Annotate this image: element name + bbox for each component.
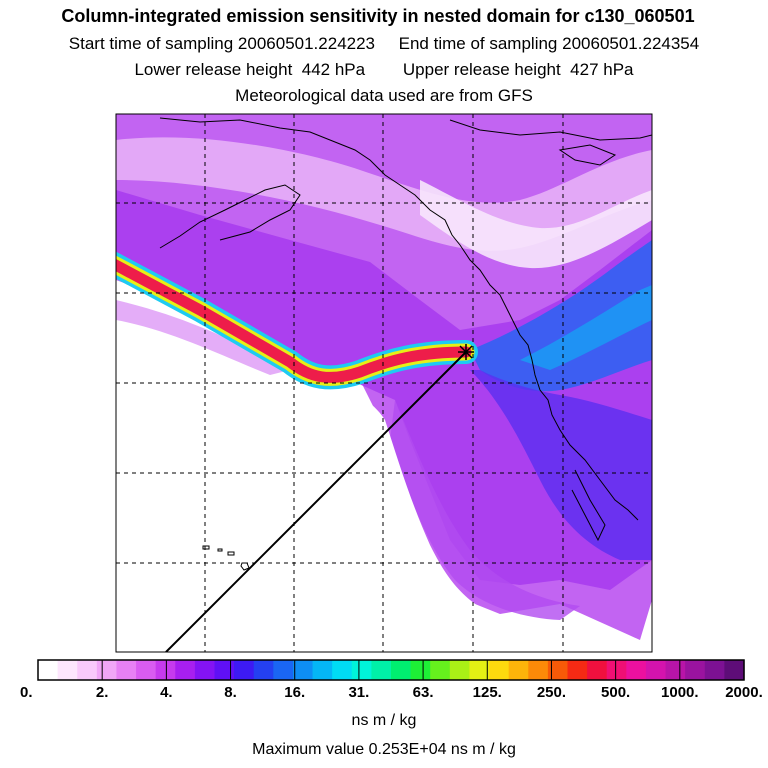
blue-streak xyxy=(470,240,652,392)
end-label: End time of sampling xyxy=(398,34,558,53)
colorbar-swatch xyxy=(292,660,314,680)
end-value: 20060501.224354 xyxy=(562,34,700,53)
colorbar-tick-label: 1000. xyxy=(661,684,699,701)
colorbar-tick-label: 4. xyxy=(160,684,173,701)
southern-lobe xyxy=(390,400,580,620)
chart-title: Column-integrated emission sensitivity i… xyxy=(61,6,695,26)
low-sensitivity-region xyxy=(116,372,652,652)
colorbar-swatch xyxy=(606,660,627,680)
colorbar-swatch xyxy=(116,660,137,680)
colorbar-swatch xyxy=(57,660,78,680)
colorbar-swatch xyxy=(332,660,353,680)
colorbar-swatch xyxy=(194,660,216,680)
colorbar-swatch xyxy=(469,660,490,680)
colorbar-unit: ns m / kg xyxy=(351,712,417,729)
hudson-coast xyxy=(558,144,617,166)
colorbar-swatch xyxy=(449,660,471,680)
plume-field xyxy=(116,114,652,652)
colorbar-tick-label: 250. xyxy=(536,684,567,701)
colorbar-swatch xyxy=(645,660,667,680)
sensitivity-field-mid xyxy=(116,190,652,590)
upper-value: 427 hPa xyxy=(570,60,634,79)
colorbar-swatch xyxy=(136,660,157,680)
colorbar-swatch xyxy=(665,660,686,680)
start-label: Start time of sampling xyxy=(68,34,234,53)
colorbar-tick-label: 2. xyxy=(95,684,109,701)
colorbar-swatch xyxy=(567,660,588,680)
colorbar-tick-label: 31. xyxy=(348,684,370,701)
colorbar-swatch xyxy=(528,660,549,680)
colorbar-swatch xyxy=(489,660,510,680)
colorbar-swatch xyxy=(96,660,118,680)
colorbar-swatch xyxy=(587,660,608,680)
map-frame xyxy=(115,113,653,653)
alaska-coast xyxy=(159,184,301,249)
met-data-note: Meteorological data used are from GFS xyxy=(235,86,533,105)
colorbar-swatch xyxy=(685,660,706,680)
colorbar-tick-label: 2000. xyxy=(725,684,763,701)
coastline xyxy=(159,117,639,521)
colorbar-swatch xyxy=(724,660,745,680)
colorbar-frame xyxy=(37,659,745,681)
colorbar-swatch xyxy=(253,660,274,680)
lower-value: 442 hPa xyxy=(301,60,366,79)
colorbar-swatch xyxy=(312,660,333,680)
colorbar-swatch xyxy=(626,660,647,680)
colorbar-swatch xyxy=(704,660,725,680)
colorbar-swatch xyxy=(38,660,59,680)
light-band-north xyxy=(116,137,652,251)
colorbar xyxy=(38,660,745,680)
colorbar-swatch xyxy=(234,660,255,680)
colorbar-swatch xyxy=(547,660,569,680)
start-value: 20060501.224223 xyxy=(237,34,376,53)
arctic-coast xyxy=(449,119,652,141)
sampling-time-line: Start time of sampling 20060501.224223 E… xyxy=(0,34,768,54)
colorbar-tick-label: 8. xyxy=(224,684,237,701)
colorbar-swatch xyxy=(391,660,412,680)
release-line xyxy=(165,351,467,652)
colorbar-swatch xyxy=(273,660,294,680)
colorbar-tick-label: 0. xyxy=(20,684,33,701)
cyan-streak xyxy=(520,285,652,370)
release-height-line: Lower release height 442 hPa Upper relea… xyxy=(0,60,768,80)
trajectory-core xyxy=(116,258,472,383)
colorbar-tick-label: 500. xyxy=(601,684,631,701)
max-value-label: Maximum value 0.253E+04 ns m / kg xyxy=(252,741,516,758)
lower-label: Lower release height xyxy=(134,60,293,79)
colorbar-swatch xyxy=(430,660,451,680)
white-band-north xyxy=(420,180,652,269)
colorbar-swatch xyxy=(410,660,431,680)
colorbar-swatch xyxy=(155,660,176,680)
blue-lobe-east xyxy=(470,370,652,560)
release-point-marker xyxy=(458,344,474,360)
colorbar-swatch xyxy=(77,660,98,680)
colorbar-tick-label: 63. xyxy=(412,684,434,701)
colorbar-swatch xyxy=(508,660,529,680)
colorbar-swatch xyxy=(175,660,196,680)
colorbar-tick-label: 16. xyxy=(284,684,306,701)
colorbar-swatch xyxy=(371,660,392,680)
colorbar-swatch xyxy=(214,660,235,680)
colorbar-swatch xyxy=(351,660,372,680)
upper-label: Upper release height xyxy=(402,60,561,79)
lat-lon-grid xyxy=(116,114,652,652)
baja-coast xyxy=(571,469,606,542)
light-band-mid xyxy=(116,300,290,375)
colorbar-tick-label: 125. xyxy=(472,684,502,701)
